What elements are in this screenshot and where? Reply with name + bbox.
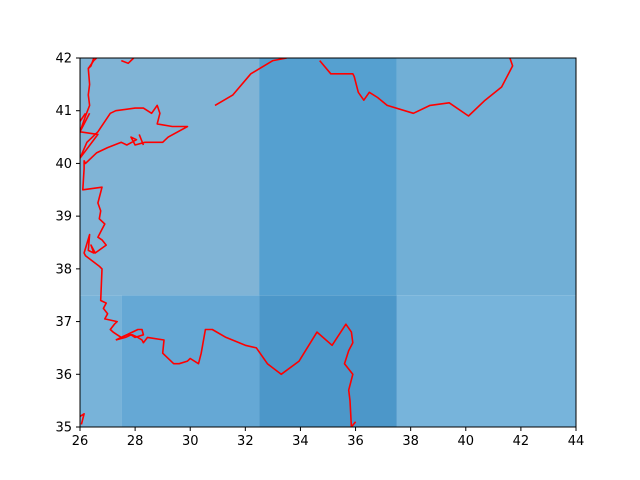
coastline-segment-2	[115, 328, 145, 341]
plot-area	[79, 57, 577, 428]
x-tick-label: 42	[513, 434, 530, 449]
heatmap-cell-5	[259, 58, 397, 296]
coastline-segment-1	[80, 58, 354, 427]
y-tick-label: 39	[55, 210, 72, 225]
x-tick-label: 40	[458, 434, 475, 449]
y-tick-label: 40	[55, 157, 72, 172]
x-axis: 26 28 30 32 34 36 38 40 42 44	[72, 427, 585, 449]
heatmap-cell-0	[80, 295, 122, 427]
y-axis: 35 36 37 38 39 40 41 42	[55, 52, 80, 436]
coastline-segment-4	[214, 58, 287, 107]
coastline-segment-8	[80, 112, 87, 122]
coastline-segment-3	[121, 58, 135, 65]
coastline-segment-6	[350, 421, 357, 427]
x-tick-label: 28	[127, 434, 144, 449]
coastline-layer	[80, 58, 514, 427]
x-tick-label: 44	[568, 434, 585, 449]
heatmap-cell-2	[259, 295, 397, 427]
heatmap-cell-4	[80, 58, 260, 296]
heatmap-cell-1	[121, 295, 260, 427]
x-tick-label: 30	[182, 434, 199, 449]
coastline-segment-10	[138, 134, 145, 146]
y-tick-label: 42	[55, 52, 72, 67]
y-tick-label: 37	[55, 315, 72, 330]
x-tick-label: 36	[347, 434, 364, 449]
y-tick-label: 36	[55, 368, 72, 383]
y-tick-label: 35	[55, 421, 72, 436]
x-tick-label: 26	[72, 434, 89, 449]
heatmap-cell-3	[396, 295, 576, 427]
coastline-segment-5	[319, 58, 514, 117]
coastline-segment-7	[80, 112, 91, 133]
x-tick-label: 32	[237, 434, 254, 449]
x-tick-label: 34	[292, 434, 309, 449]
heatmap-cell-6	[396, 58, 576, 296]
coastline-segment-0	[80, 412, 85, 425]
x-tick-label: 38	[402, 434, 419, 449]
axes-frame	[79, 57, 577, 428]
coastline-segment-9	[87, 58, 98, 69]
y-tick-label: 38	[55, 262, 72, 277]
y-tick-label: 41	[55, 104, 72, 119]
cells-layer	[80, 58, 576, 427]
